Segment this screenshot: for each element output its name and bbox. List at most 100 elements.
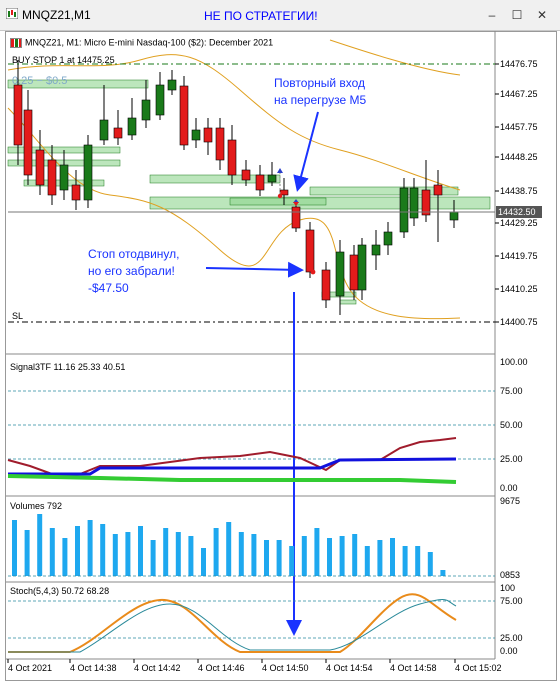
volume-bar xyxy=(75,526,80,576)
volume-bar xyxy=(62,538,68,576)
bull-candle xyxy=(127,117,137,136)
current-price-label: 14432.50 xyxy=(498,207,536,217)
bull-candle xyxy=(167,79,177,91)
volume-bar xyxy=(251,534,257,576)
stop-line-2: но его забрали! xyxy=(88,264,175,278)
signal-axis-label: 100.00 xyxy=(500,357,528,367)
volume-bar xyxy=(352,534,358,576)
volume-bar xyxy=(87,520,93,576)
bear-candle xyxy=(227,139,237,176)
order-zone xyxy=(339,299,357,305)
bear-candle xyxy=(421,189,431,216)
upper-band xyxy=(7,54,461,191)
stoch-axis-label: 0.00 xyxy=(500,646,518,656)
volume-bar xyxy=(377,540,383,576)
bull-candle xyxy=(191,129,201,141)
price-tick-label: 14438.75 xyxy=(500,186,538,196)
stoch-main-line xyxy=(8,593,457,653)
minimize-button[interactable]: ‒ xyxy=(488,8,496,22)
volume-bar xyxy=(163,528,169,576)
signal-axis-label: 75.00 xyxy=(500,386,523,396)
bull-candle xyxy=(141,99,151,121)
reentry-annotation: Повторный вход на перегрузе М5 xyxy=(274,75,366,109)
window-titlebar: MNQZ21,M1 НЕ ПО СТРАТЕГИИ! ‒ ☐ ✕ xyxy=(0,0,560,31)
time-tick-label: 4 Oct 14:58 xyxy=(390,663,437,673)
volume-bars: 9675 0853 xyxy=(8,496,520,580)
chart-symbol-title: MNQZ21, M1: Micro E-mini Nasdaq-100 ($2)… xyxy=(25,37,274,48)
volume-bar xyxy=(175,532,181,576)
signal-axis-label: 25.00 xyxy=(500,454,523,464)
stop-loss-amount: -$47.50 xyxy=(88,281,129,295)
volume-bar xyxy=(339,536,345,576)
price-tick-label: 14457.75 xyxy=(500,122,538,132)
signal-lines xyxy=(7,437,457,484)
volume-bar xyxy=(427,552,433,576)
stoch-axis-label: 100 xyxy=(500,583,515,593)
bull-candle xyxy=(357,244,367,291)
order-zone xyxy=(229,197,327,206)
volume-bar xyxy=(201,548,206,576)
signal-axis-label: 50.00 xyxy=(500,420,523,430)
bear-candle xyxy=(179,85,189,146)
volume-axis-min: 0853 xyxy=(500,570,520,580)
bull-candle xyxy=(399,187,409,233)
bear-candle xyxy=(255,174,265,191)
bear-candle xyxy=(305,229,315,273)
volume-axis-max: 9675 xyxy=(500,496,520,506)
price-tick-label: 14476.75 xyxy=(500,59,538,69)
close-button[interactable]: ✕ xyxy=(536,8,548,22)
stop-line-1: Стоп отодвинул, xyxy=(88,247,180,261)
volume-bar xyxy=(327,538,332,576)
signal-label: Signal3TF 11.16 25.33 40.51 xyxy=(10,362,125,372)
stoch-axis-label: 75.00 xyxy=(500,596,523,606)
volume-bar xyxy=(12,520,17,576)
volume-bar xyxy=(402,546,408,576)
bear-candle xyxy=(23,109,33,176)
volume-bar xyxy=(364,546,370,576)
bear-candle xyxy=(321,269,331,301)
bear-candle xyxy=(215,127,225,161)
volume-label: Volumes 792 xyxy=(10,501,62,511)
volume-bar xyxy=(264,540,269,576)
stop-arrow xyxy=(205,261,304,278)
trade-markers xyxy=(277,168,316,275)
stoch-axis-label: 25.00 xyxy=(500,633,523,643)
stoch-label: Stoch(5,4,3) 50.72 68.28 xyxy=(10,586,109,596)
volume-bar xyxy=(138,526,143,576)
window-title: MNQZ21,M1 xyxy=(22,8,91,22)
volume-bar xyxy=(415,546,421,576)
strategy-warning-text: НЕ ПО СТРАТЕГИИ! xyxy=(204,9,318,23)
price-axis: 14476.75 14467.25 14457.75 14448.25 14438.75… xyxy=(495,59,538,327)
time-tick-label: 4 Oct 14:50 xyxy=(262,663,309,673)
bull-candle xyxy=(83,144,93,201)
volume-bar xyxy=(390,538,395,576)
volume-bar xyxy=(276,540,282,576)
time-axis: 4 Oct 2021 4 Oct 14:38 4 Oct 14:42 4 Oct 14… xyxy=(7,659,502,673)
bull-candle xyxy=(59,164,69,191)
bull-candle xyxy=(267,174,277,183)
stop-annotation: Стоп отодвинул, но его забрали! -$47.50 xyxy=(88,246,180,297)
chart-header: MNQZ21, M1: Micro E-mini Nasdaq-100 ($2)… xyxy=(10,37,273,48)
volume-bar xyxy=(49,528,55,576)
current-price-box xyxy=(496,206,542,218)
maximize-button[interactable]: ☐ xyxy=(511,8,523,22)
lower-band xyxy=(7,107,461,320)
price-tick-label: 14429.25 xyxy=(500,218,538,228)
volume-bar xyxy=(150,540,156,576)
volume-bar xyxy=(301,536,307,576)
price-tick-label: 14467.25 xyxy=(500,89,538,99)
signal-green-line xyxy=(7,474,457,484)
sl-label: SL xyxy=(12,311,23,321)
signal-axis-label: 0.00 xyxy=(500,483,518,493)
volume-bar xyxy=(37,514,43,576)
time-tick-label: 4 Oct 14:42 xyxy=(134,663,181,673)
time-tick-label: 4 Oct 14:46 xyxy=(198,663,245,673)
chart-symbol-icon xyxy=(10,37,22,48)
signal-blue-line xyxy=(8,457,457,476)
bull-candle xyxy=(449,211,459,221)
volume-bar xyxy=(314,528,320,576)
volume-bar xyxy=(238,532,244,576)
bull-candle xyxy=(99,119,109,141)
bear-candle xyxy=(35,149,45,186)
